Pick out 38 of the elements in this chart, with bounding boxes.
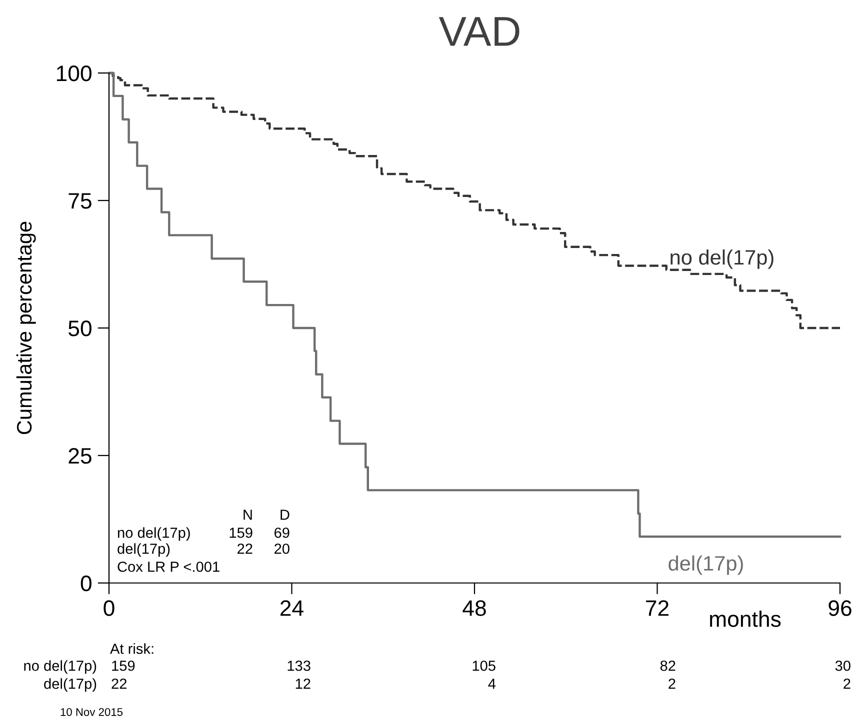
text: At risk:	[110, 643, 154, 654]
y-tick-label: 75	[68, 193, 92, 209]
x-tick-label: 24	[280, 600, 304, 616]
annotation: D	[280, 510, 290, 520]
y-tick-label: 100	[56, 66, 92, 82]
text: 10 Nov 2015	[60, 708, 123, 716]
text: 2	[844, 678, 850, 689]
y-tick-label: 0	[80, 576, 92, 592]
annotation: N	[244, 510, 252, 520]
x-tick-label: 72	[646, 600, 668, 616]
annotation: 69	[274, 528, 290, 538]
y-tick-label: 25	[68, 448, 92, 464]
text: 22	[112, 678, 126, 689]
series-label: del(17p)	[668, 555, 743, 575]
text: 159	[112, 660, 135, 671]
x-tick-label: 48	[462, 600, 486, 616]
annotation: no del(17p)	[118, 527, 190, 541]
annotation: del(17p)	[118, 543, 170, 557]
text: no del(17p)	[24, 660, 96, 674]
annotation: 22	[238, 544, 252, 554]
text: 12	[296, 678, 310, 689]
chart-title: VAD	[438, 17, 520, 46]
text: del(17p)	[44, 678, 96, 692]
text: 4	[488, 678, 496, 689]
annotation: 20	[274, 544, 290, 554]
text: 30	[835, 660, 850, 671]
annotation: Cox LR P <.001	[118, 562, 220, 572]
x-axis-title: months	[710, 610, 781, 627]
annotation: 159	[230, 528, 252, 538]
x-tick-label: 96	[828, 600, 852, 616]
series-label: no del(17p)	[670, 249, 774, 269]
text: 105	[472, 660, 496, 671]
text: 133	[288, 660, 310, 671]
y-axis-title: Cumulative percentage	[16, 222, 36, 434]
x-tick-label: 0	[104, 600, 114, 616]
text: 82	[660, 660, 676, 671]
y-tick-label: 50	[68, 320, 92, 336]
text: 2	[668, 678, 676, 689]
